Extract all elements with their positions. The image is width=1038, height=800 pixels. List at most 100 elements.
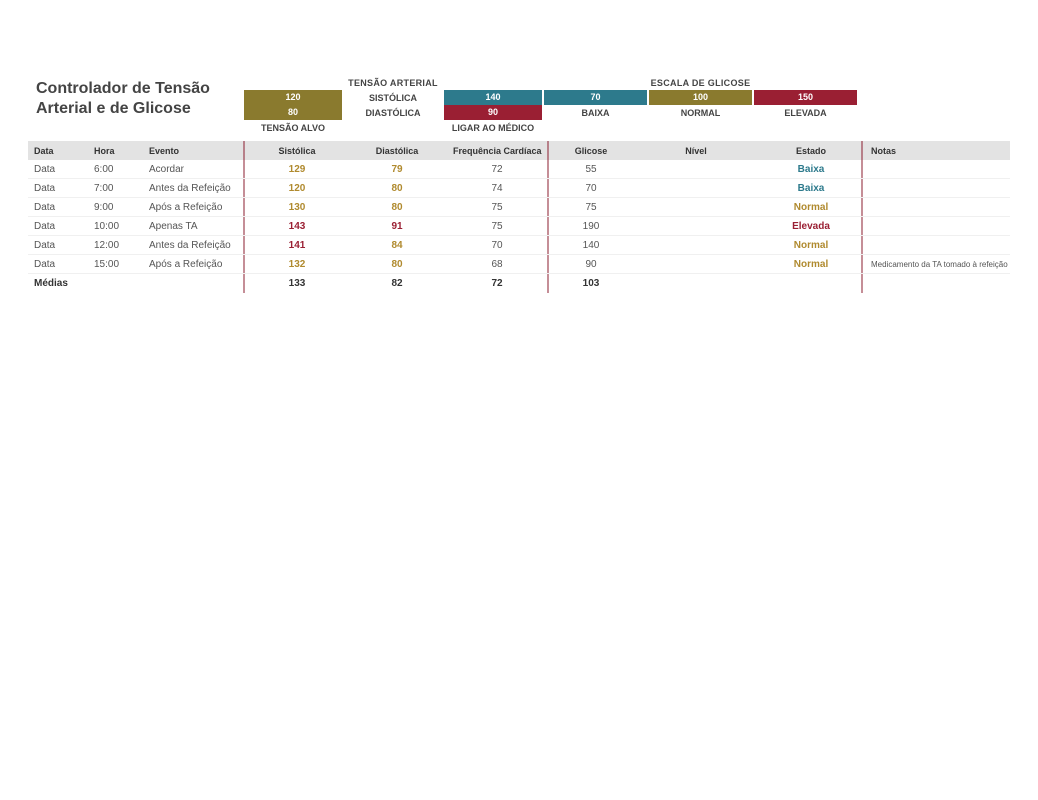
cell-diast: 80	[347, 259, 447, 270]
column-separator	[861, 255, 863, 273]
cell-sist: 129	[247, 164, 347, 175]
footer-glic: 103	[551, 278, 631, 289]
bp-dia-label: DIASTÓLICA	[343, 108, 443, 118]
column-separator	[243, 274, 245, 293]
cell-glic: 140	[551, 240, 631, 251]
glucose-high: 150	[754, 90, 857, 105]
cell-diast: 80	[347, 202, 447, 213]
cell-hora: 7:00	[88, 183, 143, 194]
bp-target-sys: 120	[244, 90, 342, 105]
footer-diast: 82	[347, 278, 447, 289]
cell-estado: Normal	[761, 240, 861, 251]
column-separator	[547, 198, 549, 216]
cell-hora: 9:00	[88, 202, 143, 213]
cell-estado: Elevada	[761, 221, 861, 232]
table-row[interactable]: Data12:00Antes da Refeição1418470140Norm…	[28, 236, 1010, 255]
cell-estado: Normal	[761, 202, 861, 213]
col-sist: Sistólica	[247, 146, 347, 156]
column-separator	[243, 198, 245, 216]
column-separator	[243, 236, 245, 254]
glucose-low-label: BAIXA	[543, 108, 648, 118]
column-separator	[243, 217, 245, 235]
cell-hora: 15:00	[88, 259, 143, 270]
table-row[interactable]: Data9:00Após a Refeição130807575Normal	[28, 198, 1010, 217]
column-separator	[547, 160, 549, 178]
cell-freq: 75	[447, 221, 547, 232]
glucose-low: 70	[544, 90, 647, 105]
table-footer: Médias 133 82 72 103	[28, 274, 1010, 293]
cell-hora: 6:00	[88, 164, 143, 175]
bp-call-label: LIGAR AO MÉDICO	[443, 123, 543, 133]
cell-hora: 10:00	[88, 221, 143, 232]
cell-glic: 55	[551, 164, 631, 175]
column-separator	[861, 141, 863, 160]
table-header: Data Hora Evento Sistólica Diastólica Fr…	[28, 141, 1010, 160]
footer-label: Médias	[28, 278, 88, 289]
bp-sys-label: SISTÓLICA	[343, 93, 443, 103]
cell-diast: 80	[347, 183, 447, 194]
cell-glic: 190	[551, 221, 631, 232]
cell-freq: 75	[447, 202, 547, 213]
cell-evento: Apenas TA	[143, 221, 243, 232]
column-separator	[861, 160, 863, 178]
cell-evento: Após a Refeição	[143, 259, 243, 270]
cell-glic: 70	[551, 183, 631, 194]
bp-heading: TENSÃO ARTERIAL	[343, 75, 443, 91]
cell-data: Data	[28, 240, 88, 251]
glucose-normal: 100	[649, 90, 752, 105]
bp-target-dia: 80	[244, 105, 342, 120]
col-nivel: Nível	[631, 146, 761, 156]
cell-sist: 143	[247, 221, 347, 232]
footer-sist: 133	[247, 278, 347, 289]
col-data: Data	[28, 146, 88, 156]
col-glic: Glicose	[551, 146, 631, 156]
cell-sist: 141	[247, 240, 347, 251]
cell-diast: 84	[347, 240, 447, 251]
bp-target-label: TENSÃO ALVO	[243, 123, 343, 133]
cell-sist: 120	[247, 183, 347, 194]
cell-diast: 79	[347, 164, 447, 175]
col-evento: Evento	[143, 146, 243, 156]
cell-freq: 74	[447, 183, 547, 194]
column-separator	[861, 274, 863, 293]
cell-sist: 132	[247, 259, 347, 270]
glucose-heading: ESCALA DE GLICOSE	[648, 75, 753, 91]
cell-evento: Antes da Refeição	[143, 240, 243, 251]
column-separator	[547, 141, 549, 160]
col-estado: Estado	[761, 146, 861, 156]
table-row[interactable]: Data10:00Apenas TA 1439175 190 Elevada	[28, 217, 1010, 236]
legend-area: Controlador de Tensão Arterial e de Glic…	[28, 75, 1010, 135]
page-title: Controlador de Tensão Arterial e de Glic…	[28, 75, 243, 119]
col-freq: Frequência Cardíaca	[447, 146, 547, 156]
footer-freq: 72	[447, 278, 547, 289]
cell-estado: Baixa	[761, 183, 861, 194]
legend-glucose: ESCALA DE GLICOSE 70 100 150 BAIXA NORMA…	[543, 75, 858, 135]
cell-data: Data	[28, 221, 88, 232]
cell-evento: Após a Refeição	[143, 202, 243, 213]
column-separator	[861, 217, 863, 235]
column-separator	[243, 179, 245, 197]
cell-notas: Medicamento da TA tomado à refeição	[865, 260, 1010, 269]
glucose-normal-label: NORMAL	[648, 108, 753, 118]
column-separator	[861, 179, 863, 197]
table-row[interactable]: Data15:00Após a Refeição132806890NormalM…	[28, 255, 1010, 274]
col-notas: Notas	[865, 146, 1010, 156]
legend-bp: TENSÃO ARTERIAL 120 SISTÓLICA 140 80 DIA…	[243, 75, 543, 135]
table-row[interactable]: Data6:00Acordar129797255Baixa	[28, 160, 1010, 179]
cell-estado: Baixa	[761, 164, 861, 175]
column-separator	[243, 255, 245, 273]
cell-freq: 70	[447, 240, 547, 251]
col-hora: Hora	[88, 146, 143, 156]
column-separator	[547, 236, 549, 254]
column-separator	[547, 274, 549, 293]
column-separator	[547, 217, 549, 235]
cell-glic: 90	[551, 259, 631, 270]
column-separator	[243, 160, 245, 178]
table-row[interactable]: Data7:00Antes da Refeição120807470Baixa	[28, 179, 1010, 198]
column-separator	[243, 141, 245, 160]
col-diast: Diastólica	[347, 146, 447, 156]
bp-call-sys: 140	[444, 90, 542, 105]
cell-diast: 91	[347, 221, 447, 232]
cell-sist: 130	[247, 202, 347, 213]
column-separator	[861, 236, 863, 254]
